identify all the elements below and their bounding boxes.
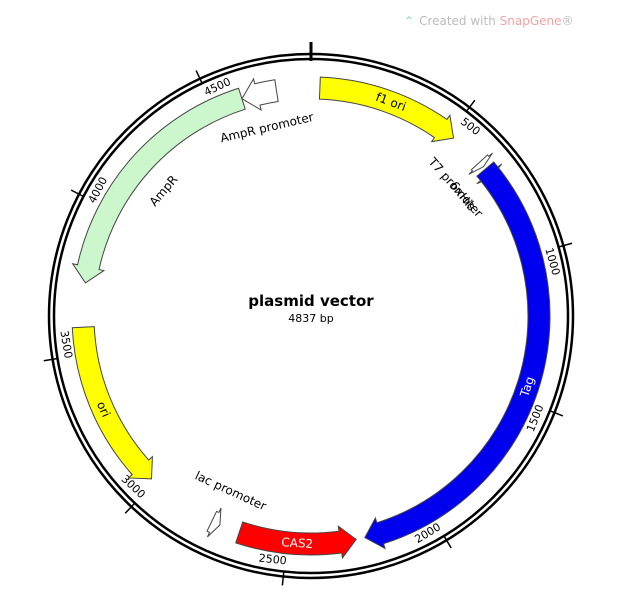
plasmid-name: plasmid vector — [248, 292, 374, 310]
watermark-brand: SnapGene — [499, 14, 562, 28]
watermark-prefix: Created with — [419, 14, 500, 28]
feature-label-ampr: AmpR — [147, 173, 181, 209]
tick-mark — [124, 502, 136, 514]
feature-ampr[interactable] — [71, 87, 246, 284]
tick-mark — [195, 70, 203, 84]
feature-tag[interactable] — [364, 161, 551, 550]
features[interactable] — [71, 76, 551, 560]
snapgene-watermark: ⌃ Created with SnapGene® — [404, 14, 574, 28]
tick-mark — [43, 357, 58, 362]
watermark-suffix: ® — [561, 14, 574, 28]
tick-label: 3500 — [57, 330, 74, 360]
feature-cas2[interactable] — [235, 521, 357, 560]
feature-label-ori: ori — [94, 399, 113, 419]
feature-ampr-promoter[interactable] — [241, 77, 279, 111]
feature-label-cas2: CAS2 — [281, 535, 314, 551]
tick-mark — [70, 189, 84, 198]
feature-label-lac-promoter: lac promoter — [193, 469, 269, 514]
plasmid-backbone — [47, 42, 575, 580]
plasmid-length: 4837 bp — [288, 312, 333, 325]
snapgene-logo-icon: ⌃ — [404, 14, 415, 28]
feature-label-tag: Tag — [517, 375, 537, 400]
tick-mark — [281, 571, 285, 586]
tick-label: 500 — [458, 115, 483, 138]
feature-lac-promoter[interactable] — [206, 507, 222, 538]
tick-mark — [443, 535, 452, 549]
tick-mark — [549, 410, 564, 417]
feature-t7-promoter[interactable] — [468, 152, 493, 175]
feature-label-ampr-promoter: AmpR promoter — [219, 110, 315, 145]
tick-label: 2500 — [258, 552, 287, 568]
feature-ori[interactable] — [71, 326, 153, 480]
tick-mark — [558, 242, 573, 248]
feature-f1-ori[interactable] — [318, 76, 455, 143]
tick-mark — [465, 99, 476, 112]
